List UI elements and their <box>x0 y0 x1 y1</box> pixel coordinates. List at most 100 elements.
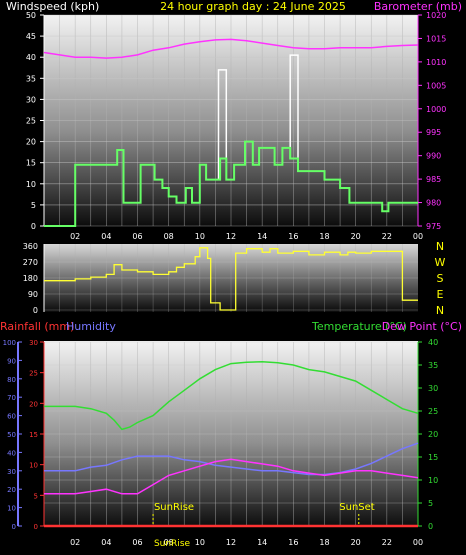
wind-left-tick-label: 50 <box>26 11 36 20</box>
sunrise-footer-label: SunRise <box>154 539 191 549</box>
direction-series-line <box>44 247 418 311</box>
wind-left-tick-label: 0 <box>31 222 36 231</box>
compass-label: W <box>435 256 446 269</box>
wind-left-tick-label: 35 <box>26 74 36 83</box>
temp-x-tick-label: 10 <box>195 538 205 547</box>
temp-x-tick-label: 08 <box>164 538 174 547</box>
dewpoint-axis-label: Dew Point (°C) <box>382 320 462 333</box>
temp-x-tick-label: 06 <box>132 538 142 547</box>
barometer-tick-label: 990 <box>426 152 441 161</box>
compass-label: N <box>436 304 444 317</box>
wind-left-tick-label: 30 <box>26 95 36 104</box>
wind-x-tick-label: 06 <box>132 232 142 241</box>
wind-x-tick-label: 14 <box>257 232 267 241</box>
temp-tick-label: 20 <box>428 430 438 439</box>
wind-x-tick-label: 12 <box>226 232 236 241</box>
temp-x-tick-label: 14 <box>257 538 267 547</box>
temp-x-tick-label: 04 <box>101 538 111 547</box>
dewpoint-series-line <box>44 458 419 495</box>
wind-left-tick-label: 10 <box>26 180 36 189</box>
wind-x-tick-label: 02 <box>70 232 80 241</box>
humidity-tick-label: 40 <box>7 449 16 457</box>
wind-x-tick-label: 16 <box>288 232 298 241</box>
wind-x-tick-label: 20 <box>351 232 361 241</box>
sunrise-label: SunRise <box>154 502 194 513</box>
barometer-tick-label: 1010 <box>426 58 446 67</box>
humidity-tick-label: 90 <box>7 357 16 365</box>
rain-tick-label: 5 <box>34 492 38 500</box>
gust-series-line <box>217 69 228 180</box>
humidity-axis-label: Humidity <box>66 320 116 333</box>
direction-tick-label: 180 <box>23 274 38 283</box>
temp-x-tick-label: 12 <box>226 538 236 547</box>
humidity-tick-label: 70 <box>7 394 16 402</box>
compass-label: S <box>437 272 444 285</box>
sunset-label: SunSet <box>339 502 375 513</box>
axes-layer: 0510152025303540455097598098599099510001… <box>3 11 447 547</box>
wind-x-tick-label: 00 <box>413 232 423 241</box>
wind-left-tick-label: 25 <box>26 117 36 126</box>
direction-tick-label: 360 <box>23 242 38 251</box>
rain-tick-label: 0 <box>34 523 38 531</box>
temp-tick-label: 5 <box>428 499 433 508</box>
barometer-tick-label: 1005 <box>426 81 446 90</box>
temp-tick-label: 25 <box>428 407 438 416</box>
barometer-tick-label: 1020 <box>426 11 446 20</box>
barometer-axis-label: Barometer (mb) <box>374 0 462 13</box>
humidity-tick-label: 100 <box>3 339 16 347</box>
direction-tick-label: 0 <box>33 306 38 315</box>
humidity-tick-label: 80 <box>7 376 16 384</box>
wind-x-tick-label: 18 <box>319 232 329 241</box>
barometer-tick-label: 975 <box>426 222 441 231</box>
humidity-series-line <box>44 442 419 476</box>
temp-tick-label: 40 <box>428 338 438 347</box>
rain-tick-label: 10 <box>29 462 38 470</box>
humidity-tick-label: 0 <box>12 523 16 531</box>
temp-tick-label: 10 <box>428 476 438 485</box>
humidity-tick-label: 60 <box>7 413 16 421</box>
barometer-tick-label: 980 <box>426 199 441 208</box>
rain-tick-label: 30 <box>29 339 38 347</box>
barometer-tick-label: 1015 <box>426 34 446 43</box>
series-layer <box>43 38 419 528</box>
rainfall-axis-label: Rainfall (mm) <box>0 320 74 333</box>
gust-series-line <box>289 54 299 159</box>
humidity-tick-label: 20 <box>7 486 16 494</box>
humidity-tick-label: 30 <box>7 468 16 476</box>
wind-series-line <box>44 140 418 227</box>
temp-tick-label: 15 <box>428 453 438 462</box>
wind-x-tick-label: 10 <box>195 232 205 241</box>
wind-left-tick-label: 20 <box>26 138 36 147</box>
temp-x-tick-label: 00 <box>413 538 423 547</box>
wind-x-tick-label: 22 <box>382 232 392 241</box>
barometer-tick-label: 1000 <box>426 105 446 114</box>
temp-x-tick-label: 18 <box>319 538 329 547</box>
temp-x-tick-label: 22 <box>382 538 392 547</box>
wind-x-tick-label: 08 <box>164 232 174 241</box>
rain-tick-label: 20 <box>29 400 38 408</box>
compass-label: N <box>436 240 444 253</box>
temp-x-tick-label: 20 <box>351 538 361 547</box>
direction-tick-label: 90 <box>28 290 38 299</box>
rain-tick-label: 15 <box>29 431 38 439</box>
rain-tick-label: 25 <box>29 370 38 378</box>
temp-x-tick-label: 02 <box>70 538 80 547</box>
barometer-tick-label: 985 <box>426 175 441 184</box>
temp-tick-label: 0 <box>428 522 433 531</box>
temp-tick-label: 35 <box>428 361 438 370</box>
humidity-tick-label: 50 <box>7 431 16 439</box>
graph-title: 24 hour graph day : 24 June 2025 <box>160 0 346 13</box>
humidity-tick-label: 10 <box>7 505 16 513</box>
wind-left-tick-label: 40 <box>26 53 36 62</box>
direction-tick-label: 270 <box>23 258 38 267</box>
temperature-axis-label: Temperature (°C) <box>311 320 407 333</box>
barometer-series-line <box>43 38 419 59</box>
wind-left-tick-label: 15 <box>26 159 36 168</box>
wind-left-tick-label: 45 <box>26 32 36 41</box>
temperature-series-line <box>44 361 419 431</box>
wind-left-tick-label: 5 <box>31 201 36 210</box>
windspeed-axis-label: Windspeed (kph) <box>6 0 99 13</box>
temp-x-tick-label: 16 <box>288 538 298 547</box>
temp-tick-label: 30 <box>428 384 438 393</box>
